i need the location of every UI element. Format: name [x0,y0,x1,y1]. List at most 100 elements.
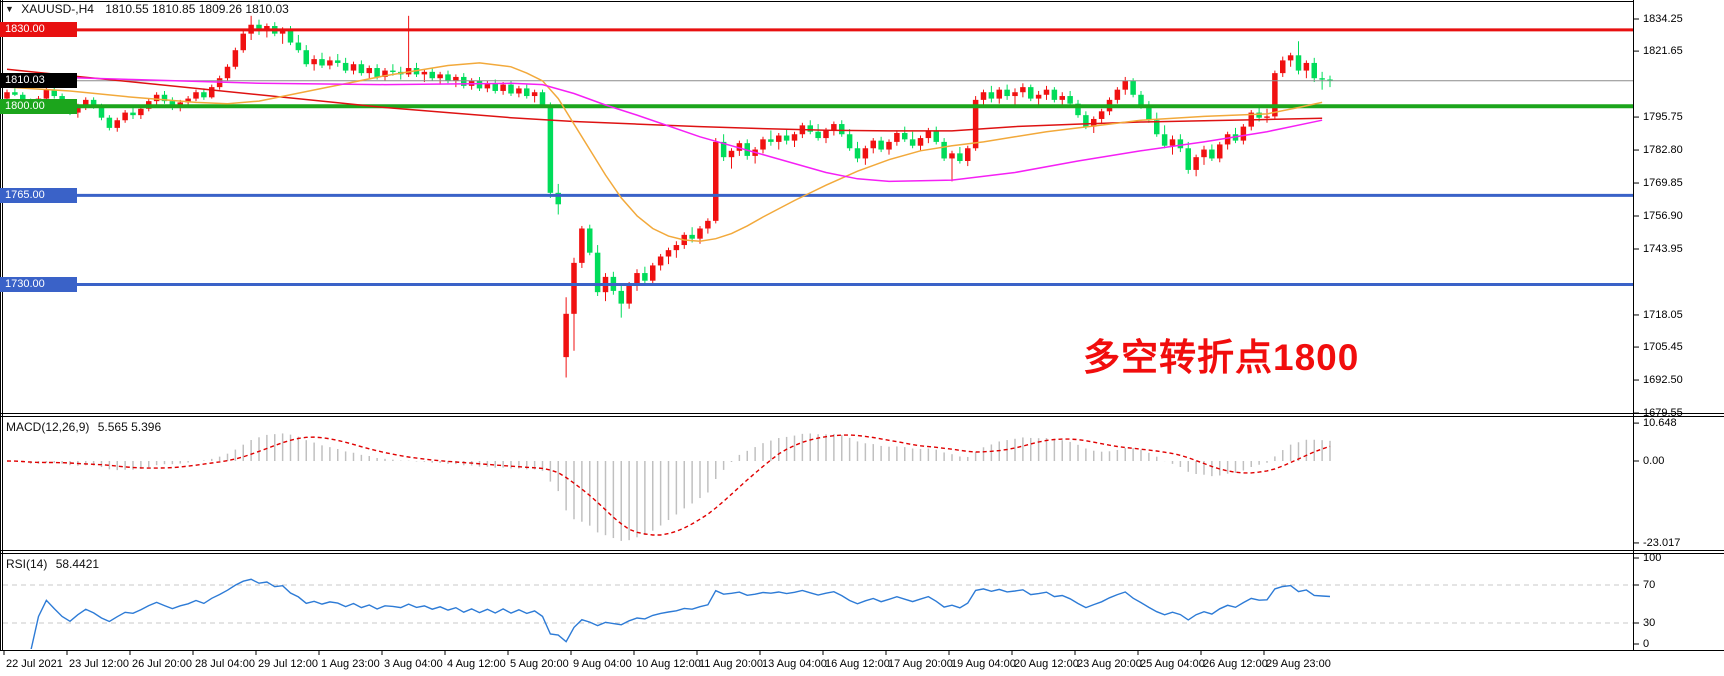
candle [831,124,837,131]
date-label: 9 Aug 04:00 [573,658,632,670]
price-tick-label: 1756.90 [1643,210,1683,222]
candle [972,99,979,149]
candle [1012,92,1018,97]
candle [1217,144,1223,159]
candle [1059,96,1065,100]
candle [83,99,89,107]
candle [697,228,703,239]
candle [445,74,451,81]
candle [689,234,695,239]
rsi-panel[interactable] [3,578,1633,651]
candle [949,153,955,159]
candle [1280,60,1286,74]
candle [547,104,554,193]
candle [421,71,428,75]
candle [1311,62,1317,79]
candle [366,68,372,74]
macd-panel[interactable] [6,433,1331,541]
candle [1201,149,1207,158]
candle [894,132,900,142]
candle [1287,55,1294,61]
candle [508,84,514,94]
candle [98,106,105,118]
candle [760,139,766,150]
date-label: 11 Aug 20:00 [699,658,764,670]
price-level-box: 1830.00 [0,22,77,38]
candle [500,84,506,91]
price-tick-label: 1679.55 [1643,407,1683,420]
candle [650,265,656,281]
candle [1169,139,1176,146]
ma-mid-orange [6,62,1323,242]
candle [555,192,561,205]
rsi-line [30,578,1331,649]
candle [634,273,640,286]
candle [1177,139,1184,149]
date-label: 22 Jul 2021 [6,658,63,670]
candle [287,29,294,43]
date-label: 28 Jul 04:00 [195,658,255,670]
candle [571,262,577,314]
rsi-axis-label: 100 [1643,552,1662,564]
price-level-box: 1730.00 [0,277,77,293]
candle [193,92,199,99]
date-label: 1 Aug 23:00 [321,658,380,670]
candle [75,106,81,113]
candle [185,98,191,103]
candle [1130,80,1136,95]
rsi-axis-label: 70 [1643,579,1656,591]
candle [579,228,585,263]
candle [453,76,459,81]
candle [1138,94,1144,107]
candle [713,141,719,221]
candle [1114,89,1121,100]
candle [51,89,57,97]
candle [839,124,845,135]
candle [618,290,624,304]
candle [524,88,530,97]
candle [1043,89,1050,95]
candle [1240,126,1247,141]
candle [1067,96,1073,104]
candle [429,71,435,79]
candle [106,117,113,128]
candle [303,50,309,65]
candle [1161,134,1168,146]
candle [1193,157,1199,170]
macd-values: 5.565 5.396 [97,420,162,434]
candle [657,256,664,266]
date-label: 29 Jul 12:00 [258,658,318,670]
candle [563,313,569,358]
candle [705,220,711,229]
candle [492,83,498,91]
main-panel[interactable] [3,15,1633,378]
candle [1075,103,1081,116]
date-label: 13 Aug 04:00 [762,658,827,670]
candle [909,139,916,146]
candle [256,24,262,32]
candle [642,273,648,281]
rsi-axis-label: 0 [1643,638,1650,650]
price-tick-label: 1821.65 [1643,45,1683,58]
price-level-box: 1800.00 [0,98,77,114]
candle [122,112,128,121]
candle [933,130,939,142]
candle [232,50,239,67]
candle [1319,78,1325,80]
candle [224,66,231,79]
candle [870,140,876,149]
candle [886,141,892,150]
candle [295,42,302,51]
date-label: 10 Aug 12:00 [636,658,701,670]
price-tick-label: 1705.45 [1643,341,1683,354]
candle [665,250,672,257]
symbol-dropdown-icon[interactable]: ▼ [5,4,14,14]
price-tick-label: 1718.05 [1643,308,1683,321]
date-label: 25 Aug 04:00 [1140,658,1205,670]
candle [768,139,774,142]
candle [1083,115,1089,127]
candle [1256,112,1262,118]
price-level-box: 1765.00 [0,187,77,203]
